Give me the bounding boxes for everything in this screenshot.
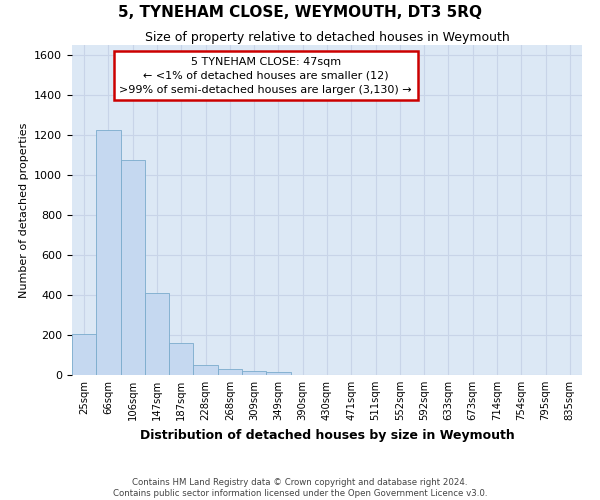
- Bar: [72, 334, 96, 375]
- Bar: [96, 130, 121, 375]
- Y-axis label: Number of detached properties: Number of detached properties: [19, 122, 29, 298]
- Bar: [193, 365, 218, 375]
- Bar: [266, 372, 290, 375]
- Bar: [218, 370, 242, 375]
- Text: 5, TYNEHAM CLOSE, WEYMOUTH, DT3 5RQ: 5, TYNEHAM CLOSE, WEYMOUTH, DT3 5RQ: [118, 5, 482, 20]
- Bar: [145, 293, 169, 375]
- Text: 5 TYNEHAM CLOSE: 47sqm
← <1% of detached houses are smaller (12)
>99% of semi-de: 5 TYNEHAM CLOSE: 47sqm ← <1% of detached…: [119, 56, 412, 94]
- Bar: [242, 371, 266, 375]
- X-axis label: Distribution of detached houses by size in Weymouth: Distribution of detached houses by size …: [140, 428, 514, 442]
- Bar: [121, 160, 145, 375]
- Bar: [169, 343, 193, 375]
- Text: Contains HM Land Registry data © Crown copyright and database right 2024.
Contai: Contains HM Land Registry data © Crown c…: [113, 478, 487, 498]
- Title: Size of property relative to detached houses in Weymouth: Size of property relative to detached ho…: [145, 31, 509, 44]
